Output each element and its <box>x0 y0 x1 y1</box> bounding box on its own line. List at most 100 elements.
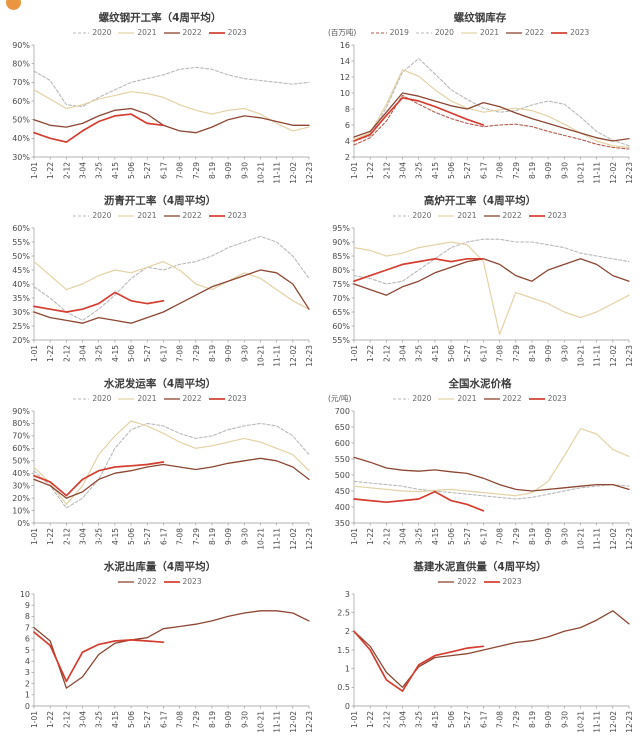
svg-text:11-11: 11-11 <box>593 528 602 550</box>
legend-line-sample <box>208 31 225 34</box>
series-line-2023 <box>353 96 485 142</box>
svg-text:6-17: 6-17 <box>159 162 168 179</box>
svg-text:12-02: 12-02 <box>609 345 618 367</box>
legend-item-2023: 2023 <box>163 577 202 586</box>
svg-text:11-11: 11-11 <box>593 345 602 367</box>
svg-text:12-23: 12-23 <box>305 162 314 184</box>
series-line-2020 <box>33 422 310 509</box>
svg-text:7-08: 7-08 <box>496 711 505 728</box>
series-line-2023 <box>33 461 165 497</box>
legend-label: 2020 <box>434 28 454 37</box>
svg-text:3-25: 3-25 <box>415 345 424 362</box>
svg-text:5-06: 5-06 <box>447 162 456 179</box>
svg-text:50%: 50% <box>12 252 30 261</box>
svg-text:8-19: 8-19 <box>528 345 537 362</box>
legend-line-sample <box>73 31 90 34</box>
svg-text:1-22: 1-22 <box>46 162 55 179</box>
chart-legend: 2020 2021 2022 2023 <box>320 392 640 405</box>
series-line-2022 <box>33 107 310 134</box>
series-line-2022 <box>353 258 630 296</box>
svg-text:7-08: 7-08 <box>176 345 185 362</box>
svg-text:9-09: 9-09 <box>544 162 553 179</box>
svg-text:3-04: 3-04 <box>79 345 88 362</box>
svg-text:10-21: 10-21 <box>576 528 585 550</box>
legend-row: 2020 2021 2022 2023 <box>0 209 320 222</box>
svg-text:8-19: 8-19 <box>528 528 537 545</box>
svg-text:10-21: 10-21 <box>256 711 265 733</box>
svg-text:5-27: 5-27 <box>143 528 152 545</box>
svg-text:10%: 10% <box>12 506 30 515</box>
svg-text:1-22: 1-22 <box>366 528 375 545</box>
svg-text:9-30: 9-30 <box>240 711 249 728</box>
svg-text:6-17: 6-17 <box>479 162 488 179</box>
svg-text:80%: 80% <box>12 419 30 428</box>
svg-text:10-21: 10-21 <box>256 162 265 184</box>
svg-text:5-06: 5-06 <box>447 711 456 728</box>
svg-text:70%: 70% <box>12 78 30 87</box>
legend-line-sample <box>438 214 455 217</box>
line-plot: 350 400 450 500 550 600 650 700 1-01 1-22 2-12 3-04… <box>335 407 634 550</box>
svg-text:6-17: 6-17 <box>479 345 488 362</box>
svg-text:2.5: 2.5 <box>337 608 350 617</box>
svg-text:1-01: 1-01 <box>350 528 359 545</box>
legend-item-2021: 2021 <box>438 211 477 220</box>
svg-text:7: 7 <box>25 623 30 632</box>
svg-text:60%: 60% <box>12 224 30 233</box>
legend-line-sample <box>73 397 90 400</box>
svg-text:2-12: 2-12 <box>62 162 71 179</box>
svg-text:5-06: 5-06 <box>127 711 136 728</box>
line-plot: 0 0.5 1 1.5 2 2.5 3 1-01 1-22 2-12 3-04 3-25 4-15 5-0… <box>337 590 634 733</box>
svg-text:11-11: 11-11 <box>273 528 282 550</box>
svg-text:700: 700 <box>335 407 350 416</box>
svg-text:1-01: 1-01 <box>30 711 39 728</box>
svg-text:7-29: 7-29 <box>512 345 521 362</box>
svg-text:5-27: 5-27 <box>463 345 472 362</box>
svg-text:40%: 40% <box>12 469 30 478</box>
svg-text:9-30: 9-30 <box>560 711 569 728</box>
chart-national-cement-price: 全国水泥价格 (元/吨) 2020 2021 2022 2023 350 400 450 5… <box>320 377 640 560</box>
svg-text:65%: 65% <box>332 308 350 317</box>
legend-item-2022: 2022 <box>438 577 477 586</box>
svg-text:9-30: 9-30 <box>240 345 249 362</box>
svg-text:6: 6 <box>25 635 30 644</box>
svg-text:1-22: 1-22 <box>46 345 55 362</box>
svg-text:2-12: 2-12 <box>62 345 71 362</box>
svg-text:3-25: 3-25 <box>95 345 104 362</box>
svg-text:12-02: 12-02 <box>609 162 618 184</box>
legend-label: 2023 <box>182 577 202 586</box>
svg-text:4-15: 4-15 <box>111 528 120 545</box>
axis-unit-label: (百万吨) <box>328 28 357 37</box>
svg-text:8-19: 8-19 <box>528 711 537 728</box>
series-line-2023 <box>353 257 485 283</box>
series-line-2023 <box>353 630 485 692</box>
series-line-2023 <box>33 291 165 313</box>
legend-item-2023: 2023 <box>208 28 247 37</box>
legend-label: 2020 <box>412 394 432 403</box>
chart-title: 水泥发运率（4周平均） <box>103 378 217 390</box>
svg-text:1-22: 1-22 <box>46 528 55 545</box>
chart-cement-dispatch-rate: 水泥发运率（4周平均） 2020 2021 2022 2023 0% 10% 20% 30%… <box>0 377 320 560</box>
svg-text:3-25: 3-25 <box>415 162 424 179</box>
chart-title: 螺纹钢开工率（4周平均） <box>98 12 222 24</box>
legend-line-sample <box>438 580 455 583</box>
svg-text:30%: 30% <box>12 481 30 490</box>
svg-text:5-27: 5-27 <box>463 528 472 545</box>
series-line-2022 <box>33 269 310 324</box>
series-line-2022 <box>33 610 310 689</box>
svg-text:1-22: 1-22 <box>46 711 55 728</box>
svg-text:350: 350 <box>335 519 350 528</box>
chart-title: 水泥出库量（4周平均） <box>103 561 217 573</box>
axis-unit-label: (元/吨) <box>328 394 352 403</box>
svg-text:3-25: 3-25 <box>95 528 104 545</box>
legend-label: 2020 <box>92 394 112 403</box>
svg-text:9-09: 9-09 <box>224 528 233 545</box>
svg-text:8-19: 8-19 <box>208 345 217 362</box>
svg-text:5-06: 5-06 <box>127 162 136 179</box>
svg-text:2-12: 2-12 <box>62 528 71 545</box>
svg-text:6-17: 6-17 <box>159 711 168 728</box>
svg-text:12-02: 12-02 <box>609 711 618 733</box>
legend-item-2020: 2020 <box>73 211 111 220</box>
svg-text:70%: 70% <box>332 294 350 303</box>
svg-text:5-06: 5-06 <box>447 528 456 545</box>
